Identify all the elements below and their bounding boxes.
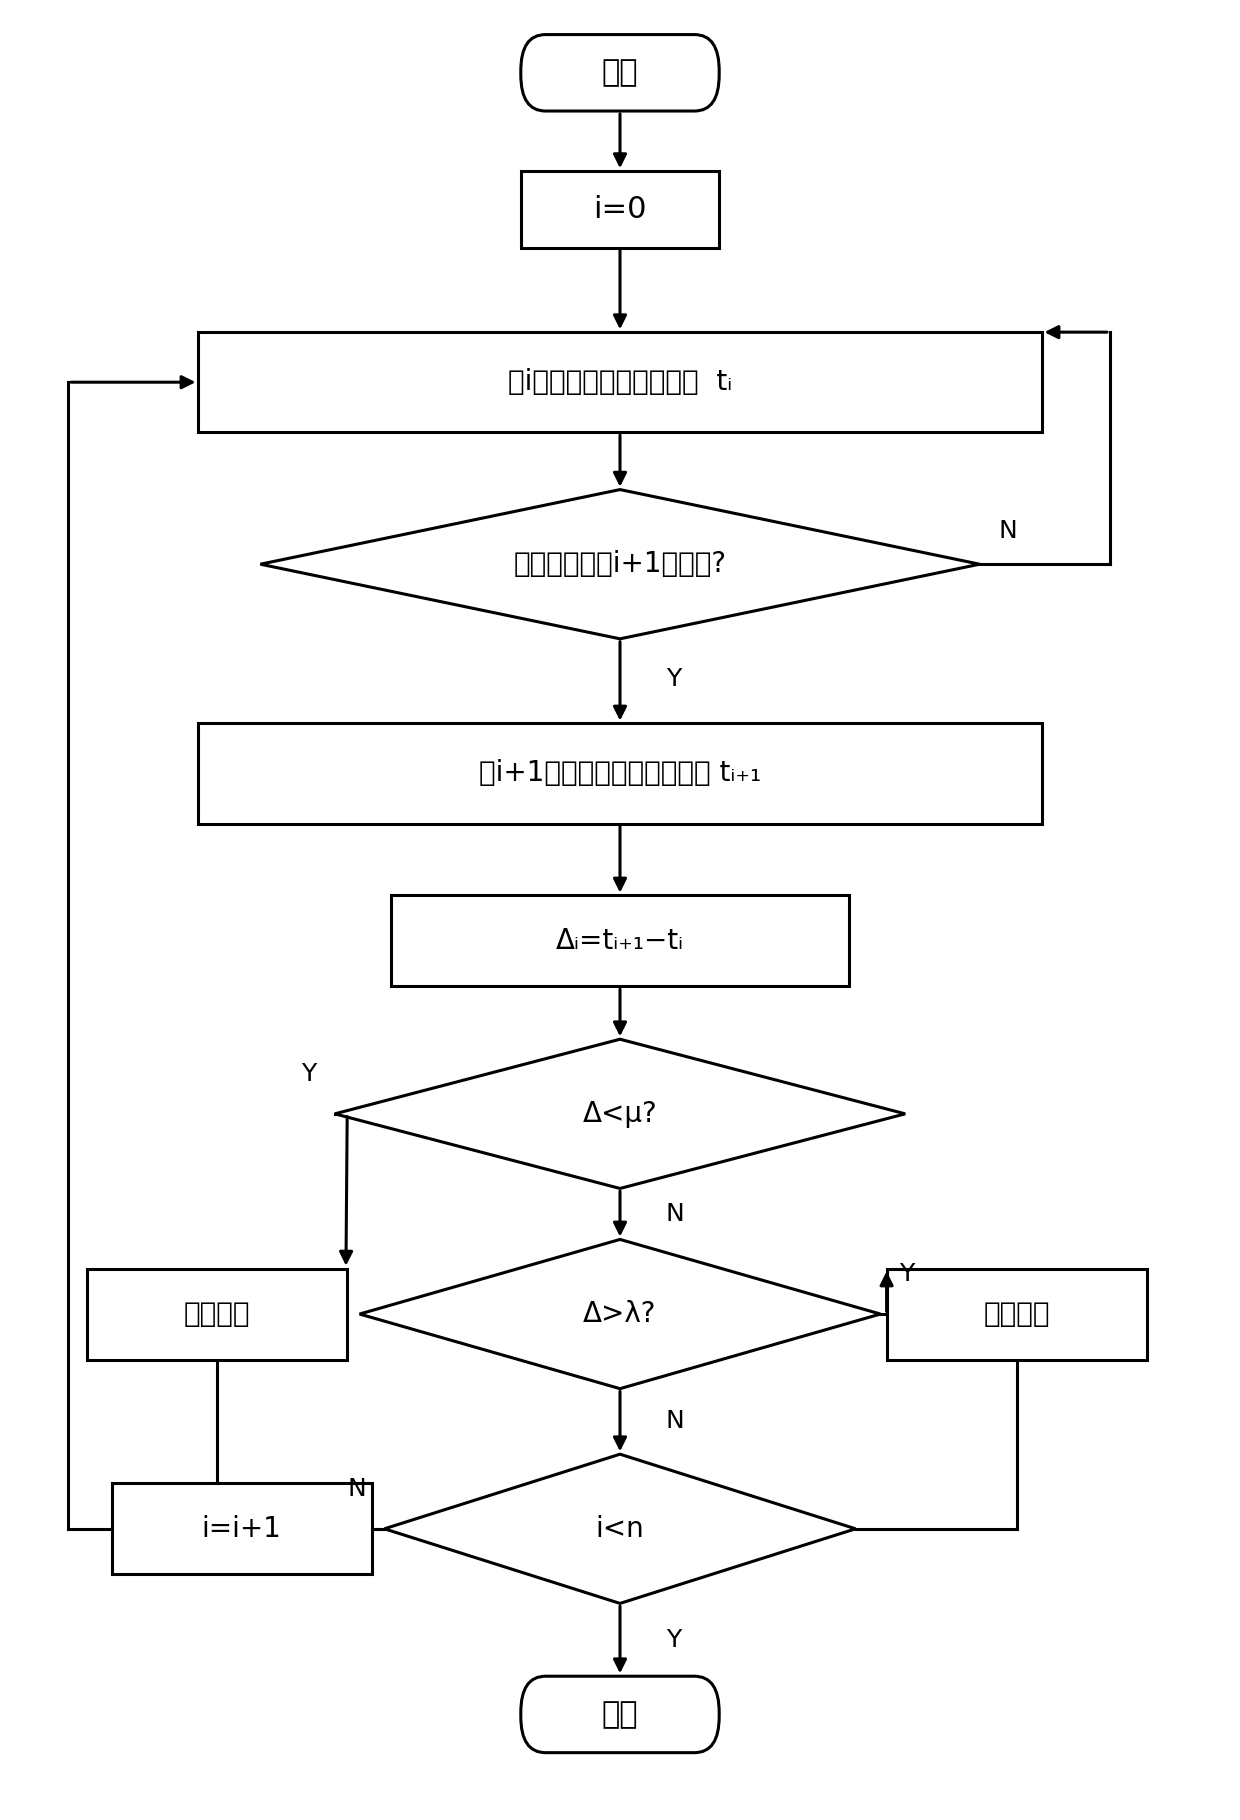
Text: Y: Y: [666, 1627, 681, 1653]
FancyBboxPatch shape: [521, 1676, 719, 1753]
Text: 注入报警: 注入报警: [184, 1299, 250, 1329]
Text: i<n: i<n: [595, 1514, 645, 1543]
Text: 第i条报文并记录接受时间  tᵢ: 第i条报文并记录接受时间 tᵢ: [508, 368, 732, 397]
FancyBboxPatch shape: [87, 1269, 347, 1360]
Text: Δᵢ=tᵢ₊₁−tᵢ: Δᵢ=tᵢ₊₁−tᵢ: [556, 926, 684, 956]
FancyBboxPatch shape: [198, 331, 1042, 431]
Text: N: N: [666, 1409, 684, 1434]
Text: 开始: 开始: [601, 58, 639, 87]
Text: Y: Y: [666, 666, 681, 692]
Text: N: N: [666, 1201, 684, 1227]
Text: N: N: [998, 519, 1017, 544]
Text: 是否接受到第i+1条报文?: 是否接受到第i+1条报文?: [513, 550, 727, 579]
Polygon shape: [384, 1454, 856, 1603]
Text: 中断报警: 中断报警: [983, 1299, 1050, 1329]
Text: Δ<μ?: Δ<μ?: [583, 1099, 657, 1128]
FancyBboxPatch shape: [521, 171, 719, 248]
Text: i=i+1: i=i+1: [202, 1514, 281, 1543]
FancyBboxPatch shape: [521, 35, 719, 111]
Text: 第i+1条报文并记录接受时间 tᵢ₊₁: 第i+1条报文并记录接受时间 tᵢ₊₁: [479, 759, 761, 788]
Text: Y: Y: [301, 1061, 316, 1087]
Text: Δ>λ?: Δ>λ?: [583, 1299, 657, 1329]
Polygon shape: [335, 1039, 905, 1188]
Polygon shape: [260, 490, 980, 639]
FancyBboxPatch shape: [887, 1269, 1147, 1360]
Polygon shape: [360, 1239, 880, 1389]
Text: Y: Y: [899, 1261, 914, 1287]
FancyBboxPatch shape: [391, 895, 849, 986]
Text: 结束: 结束: [601, 1700, 639, 1729]
FancyBboxPatch shape: [112, 1483, 372, 1574]
FancyBboxPatch shape: [198, 724, 1042, 823]
Text: i=0: i=0: [593, 195, 647, 224]
Text: N: N: [347, 1476, 366, 1502]
